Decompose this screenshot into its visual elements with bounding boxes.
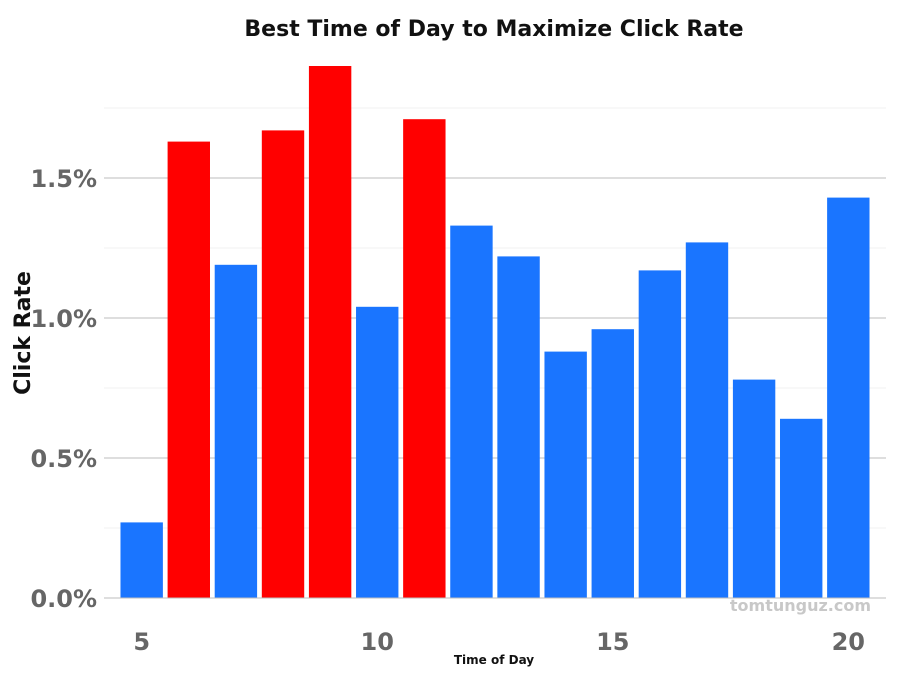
bar-hour-13 — [497, 256, 540, 598]
bar-hour-7 — [214, 264, 258, 598]
bar-hour-18 — [732, 379, 776, 598]
bar-hour-11 — [403, 119, 446, 598]
x-tick-labels: 5 10 15 20 — [133, 628, 865, 656]
bar-hour-8 — [261, 130, 305, 598]
bars — [120, 66, 870, 598]
bar-hour-20 — [827, 197, 870, 598]
y-tick-label: 0.0% — [30, 585, 97, 613]
bar-hour-10 — [356, 306, 399, 598]
bar-hour-6 — [167, 141, 210, 598]
x-tick-label: 5 — [133, 628, 150, 656]
x-tick-label: 20 — [832, 628, 865, 656]
watermark: tomtunguz.com — [730, 596, 871, 615]
bar-hour-15 — [591, 329, 634, 598]
x-tick-label: 15 — [596, 628, 629, 656]
y-tick-label: 0.5% — [30, 445, 97, 473]
y-axis-label: Click Rate — [11, 271, 36, 395]
bar-hour-5 — [120, 522, 163, 598]
bar-hour-9 — [308, 66, 352, 598]
x-tick-label: 10 — [361, 628, 394, 656]
bar-hour-19 — [780, 418, 823, 598]
y-tick-label: 1.0% — [30, 305, 97, 333]
bar-hour-17 — [685, 242, 729, 598]
y-tick-labels: 0.0% 0.5% 1.0% 1.5% — [30, 165, 97, 613]
y-tick-label: 1.5% — [30, 165, 97, 193]
chart-title: Best Time of Day to Maximize Click Rate — [244, 17, 743, 42]
x-axis-label: Time of Day — [454, 653, 534, 667]
bar-hour-16 — [638, 270, 682, 598]
bar-hour-14 — [544, 351, 587, 598]
bar-hour-12 — [450, 225, 493, 598]
